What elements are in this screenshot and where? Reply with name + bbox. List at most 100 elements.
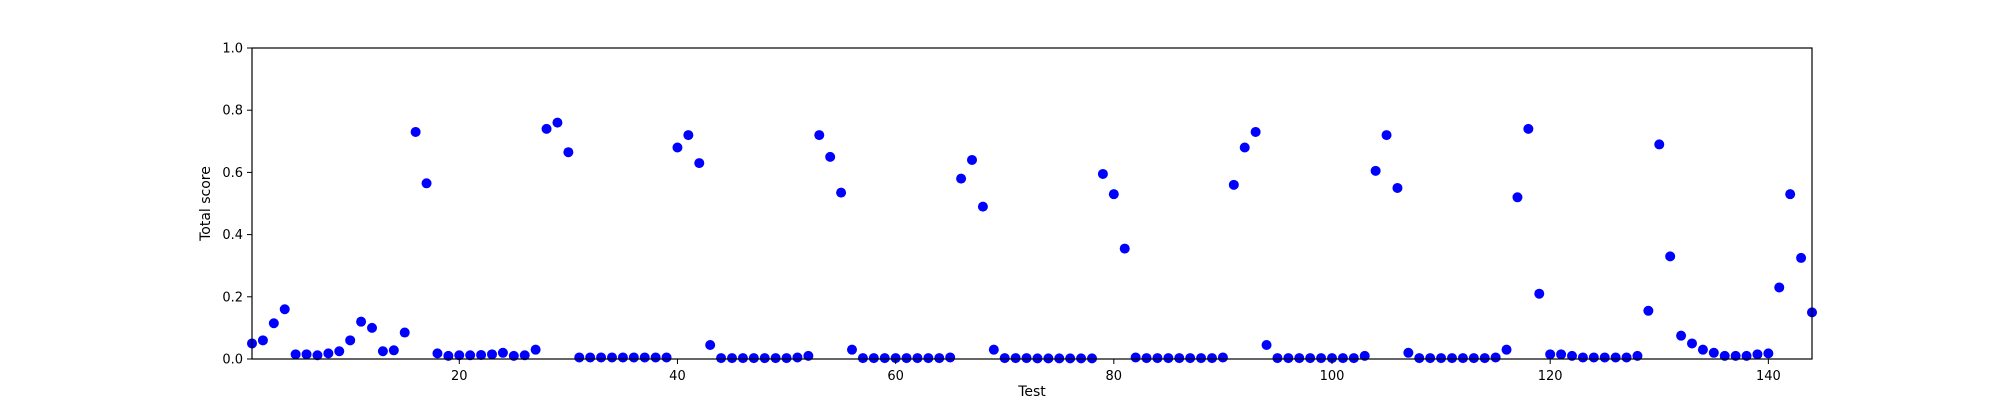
data-point bbox=[596, 352, 607, 363]
data-point bbox=[268, 318, 279, 329]
data-point bbox=[410, 126, 421, 137]
data-point bbox=[1087, 353, 1097, 364]
data-point bbox=[1719, 350, 1730, 361]
y-tick-label: 0.0 bbox=[222, 353, 243, 368]
data-point bbox=[661, 352, 672, 363]
data-point bbox=[727, 353, 737, 364]
data-point bbox=[1054, 353, 1065, 364]
data-point bbox=[759, 353, 770, 364]
data-point bbox=[1785, 189, 1796, 200]
data-point bbox=[1261, 340, 1272, 350]
data-point bbox=[552, 117, 563, 128]
data-point bbox=[497, 347, 508, 358]
data-point bbox=[748, 353, 759, 364]
data-point bbox=[1534, 288, 1545, 299]
data-point bbox=[1152, 353, 1163, 364]
data-point bbox=[1163, 353, 1174, 364]
data-point bbox=[1697, 344, 1708, 355]
data-point bbox=[628, 352, 639, 363]
data-point bbox=[890, 353, 901, 364]
data-point bbox=[1316, 353, 1327, 364]
data-point bbox=[323, 348, 334, 359]
data-point bbox=[388, 345, 399, 356]
data-point bbox=[617, 352, 628, 363]
data-point bbox=[1032, 353, 1043, 364]
data-point bbox=[770, 353, 781, 364]
data-point bbox=[1479, 353, 1490, 364]
data-point bbox=[879, 353, 890, 364]
data-point bbox=[1250, 126, 1261, 137]
data-point bbox=[1752, 349, 1763, 360]
data-point bbox=[1621, 352, 1632, 363]
data-point bbox=[345, 335, 356, 346]
data-point bbox=[1610, 352, 1621, 363]
data-point bbox=[1392, 182, 1403, 193]
data-point bbox=[1174, 353, 1185, 364]
data-point bbox=[1501, 344, 1512, 355]
data-point bbox=[923, 353, 934, 364]
data-point bbox=[945, 352, 956, 363]
x-tick-label: 100 bbox=[1320, 369, 1345, 384]
data-point bbox=[1283, 353, 1294, 364]
data-point bbox=[792, 352, 803, 363]
data-point bbox=[421, 178, 432, 189]
data-point bbox=[607, 352, 617, 363]
data-point bbox=[1228, 179, 1239, 190]
data-point bbox=[1327, 353, 1337, 364]
data-point bbox=[1588, 352, 1599, 363]
data-point bbox=[1763, 348, 1774, 359]
data-point bbox=[279, 304, 290, 315]
data-point bbox=[825, 151, 836, 162]
data-point bbox=[301, 349, 312, 360]
data-point bbox=[1239, 142, 1250, 153]
data-point bbox=[999, 353, 1010, 364]
data-point bbox=[1774, 282, 1785, 293]
data-point bbox=[1119, 243, 1130, 254]
data-point bbox=[847, 344, 857, 355]
data-point bbox=[836, 187, 847, 198]
data-point bbox=[530, 344, 541, 355]
data-points bbox=[247, 117, 1817, 364]
data-point bbox=[1021, 353, 1032, 364]
data-point bbox=[781, 353, 792, 364]
x-axis-ticks: 20 40 60 80 100 120 140 bbox=[451, 359, 1781, 384]
data-point bbox=[541, 123, 552, 134]
data-point bbox=[1687, 338, 1697, 349]
data-point bbox=[1272, 353, 1283, 364]
data-point bbox=[857, 353, 868, 364]
data-point bbox=[1381, 130, 1392, 141]
data-point bbox=[563, 147, 574, 158]
y-tick-label: 0.8 bbox=[222, 104, 243, 119]
data-point bbox=[901, 353, 912, 364]
data-point bbox=[1468, 353, 1479, 364]
data-point bbox=[1348, 353, 1359, 364]
data-point bbox=[476, 349, 487, 360]
data-point bbox=[1141, 353, 1152, 364]
data-point bbox=[1065, 353, 1076, 364]
data-point bbox=[454, 350, 465, 361]
data-point bbox=[956, 173, 967, 184]
data-point bbox=[1130, 352, 1141, 363]
data-point bbox=[1643, 305, 1654, 316]
data-point bbox=[1043, 353, 1054, 364]
data-point bbox=[487, 349, 497, 360]
data-point bbox=[1523, 123, 1534, 134]
data-point bbox=[1665, 251, 1676, 262]
x-tick-label: 60 bbox=[887, 369, 904, 384]
data-point bbox=[1337, 353, 1348, 364]
data-point bbox=[399, 327, 410, 338]
data-point bbox=[1556, 349, 1567, 360]
data-point bbox=[443, 350, 454, 361]
data-point bbox=[934, 353, 945, 364]
data-point bbox=[1196, 353, 1207, 364]
x-tick-label: 40 bbox=[669, 369, 686, 384]
data-point bbox=[1490, 352, 1501, 363]
data-point bbox=[1457, 353, 1468, 364]
data-point bbox=[803, 350, 814, 361]
data-point bbox=[257, 335, 268, 346]
data-point bbox=[705, 340, 716, 350]
data-point bbox=[367, 322, 377, 333]
data-point bbox=[1359, 350, 1370, 361]
x-tick-label: 20 bbox=[451, 369, 468, 384]
data-point bbox=[465, 350, 476, 361]
